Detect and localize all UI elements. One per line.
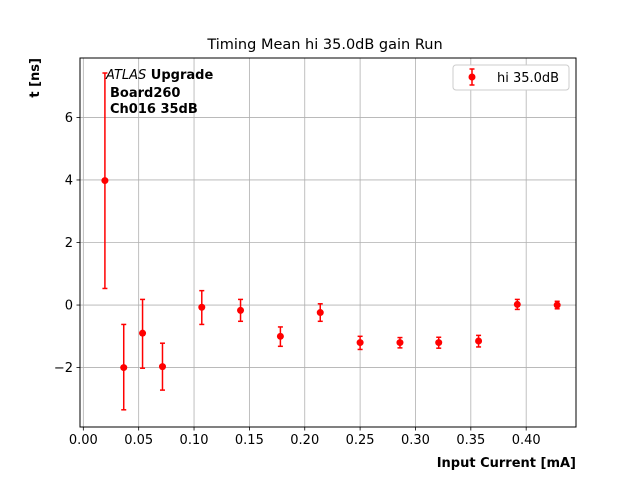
data-point: [198, 303, 206, 311]
annotation-line3: Ch016 35dB: [110, 102, 198, 117]
x-tick-label: 0.25: [346, 433, 375, 448]
x-axis-label: Input Current [mA]: [437, 456, 576, 471]
grid: [80, 58, 576, 427]
data-point: [513, 300, 521, 308]
data-points: [101, 177, 561, 372]
y-tick-label: −2: [54, 361, 73, 376]
y-tick-label: 4: [65, 173, 73, 188]
y-axis-ticks: −2 0 2 4 6: [54, 111, 80, 376]
data-point: [396, 339, 404, 347]
data-point: [139, 329, 147, 337]
x-tick-label: 0.30: [401, 433, 430, 448]
annotation-line1: ATLAS Upgrade: [105, 68, 213, 83]
data-point: [435, 339, 443, 347]
y-tick-label: 2: [65, 236, 73, 251]
x-tick-label: 0.10: [180, 433, 209, 448]
legend-marker: [468, 73, 476, 81]
data-point: [475, 337, 483, 345]
x-tick-label: 0.35: [456, 433, 485, 448]
data-point: [356, 339, 364, 347]
data-point: [237, 306, 245, 314]
data-point: [316, 309, 324, 317]
annotation-atlas: ATLAS: [105, 68, 146, 83]
plot-frame: [79, 57, 577, 428]
data-point: [101, 177, 109, 185]
x-tick-label: 0.40: [512, 433, 541, 448]
annotation-upgrade: Upgrade: [146, 68, 213, 83]
legend-box: [452, 64, 570, 91]
atlas-annotation: ATLAS Upgrade Board260 Ch016 35dB: [105, 68, 213, 117]
y-axis-label: t [ns]: [28, 58, 43, 98]
y-tick-label: 6: [65, 111, 73, 126]
chart-title: Timing Mean hi 35.0dB gain Run: [206, 37, 442, 53]
annotation-line2: Board260: [110, 86, 180, 101]
x-tick-label: 0.05: [124, 433, 153, 448]
data-point: [276, 332, 284, 340]
legend: hi 35.0dB: [452, 64, 570, 91]
data-point: [120, 364, 128, 372]
legend-label: hi 35.0dB: [497, 71, 559, 86]
x-tick-label: 0.20: [290, 433, 319, 448]
data-point: [158, 363, 166, 371]
y-tick-label: 0: [65, 299, 73, 314]
x-tick-label: 0.00: [69, 433, 98, 448]
x-axis-ticks: 0.00 0.05 0.10 0.15 0.20 0.25 0.30 0.35 0.40: [69, 427, 541, 448]
data-point: [553, 301, 561, 309]
x-tick-label: 0.15: [235, 433, 264, 448]
